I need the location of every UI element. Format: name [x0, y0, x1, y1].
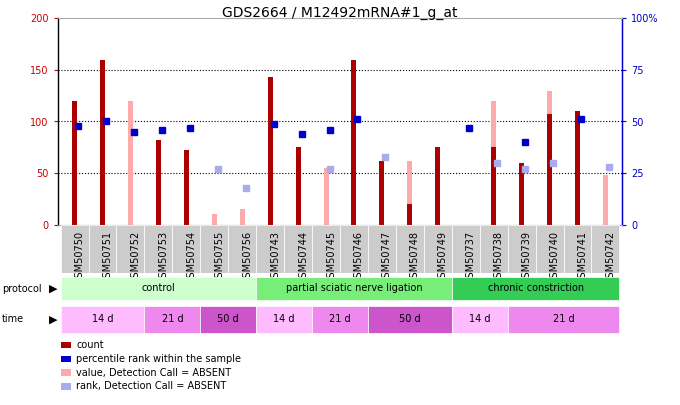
Text: GSM50754: GSM50754	[186, 230, 197, 284]
Bar	[536, 225, 564, 273]
Bar	[88, 225, 116, 273]
Text: GSM50749: GSM50749	[438, 230, 448, 284]
Text: GSM50742: GSM50742	[605, 230, 615, 284]
Bar	[564, 225, 592, 273]
Bar	[352, 60, 356, 225]
Text: 14 d: 14 d	[273, 314, 295, 324]
Text: 21 d: 21 d	[553, 314, 575, 324]
Bar	[144, 306, 201, 333]
Bar	[519, 176, 524, 225]
Bar	[575, 111, 580, 225]
Bar	[201, 225, 228, 273]
Bar	[491, 147, 496, 225]
Text: GSM50741: GSM50741	[577, 230, 588, 284]
Text: GSM50748: GSM50748	[410, 230, 420, 284]
Text: GSM50737: GSM50737	[466, 230, 476, 284]
Text: rank, Detection Call = ABSENT: rank, Detection Call = ABSENT	[76, 382, 226, 391]
Text: ▶: ▶	[49, 284, 57, 294]
Bar	[184, 177, 189, 225]
Text: 50 d: 50 d	[218, 314, 239, 324]
Text: GSM50753: GSM50753	[158, 230, 169, 284]
Bar	[312, 225, 340, 273]
Text: GSM50740: GSM50740	[549, 230, 560, 284]
Bar	[184, 150, 189, 225]
Text: time: time	[2, 314, 24, 324]
Bar	[424, 225, 452, 273]
Text: percentile rank within the sample: percentile rank within the sample	[76, 354, 241, 364]
Bar	[156, 140, 161, 225]
Bar	[296, 147, 301, 225]
Bar	[479, 225, 508, 273]
Bar	[340, 225, 368, 273]
Text: GSM50747: GSM50747	[382, 230, 392, 284]
Text: GSM50752: GSM50752	[131, 230, 141, 284]
Text: 21 d: 21 d	[162, 314, 183, 324]
Text: GSM50745: GSM50745	[326, 230, 336, 284]
Bar	[211, 215, 217, 225]
Bar	[508, 306, 619, 333]
Text: GDS2664 / M12492mRNA#1_g_at: GDS2664 / M12492mRNA#1_g_at	[222, 6, 458, 20]
Bar	[491, 101, 496, 225]
Text: GSM50743: GSM50743	[270, 230, 280, 284]
Bar	[435, 178, 441, 225]
Bar	[116, 225, 144, 273]
Text: chronic constriction: chronic constriction	[488, 283, 583, 293]
Bar	[61, 225, 88, 273]
Bar	[379, 161, 384, 225]
Bar	[228, 225, 256, 273]
Text: GSM50746: GSM50746	[354, 230, 364, 284]
Bar	[547, 114, 552, 225]
Bar	[407, 204, 412, 225]
Bar	[603, 175, 608, 225]
Bar	[256, 306, 312, 333]
Bar	[72, 101, 77, 225]
Bar	[312, 306, 368, 333]
Bar	[284, 225, 312, 273]
Text: value, Detection Call = ABSENT: value, Detection Call = ABSENT	[76, 368, 231, 377]
Text: count: count	[76, 340, 104, 350]
Text: 14 d: 14 d	[469, 314, 490, 324]
Text: partial sciatic nerve ligation: partial sciatic nerve ligation	[286, 283, 422, 293]
Bar	[452, 306, 508, 333]
Bar	[519, 163, 524, 225]
Text: 21 d: 21 d	[329, 314, 351, 324]
Text: GSM50750: GSM50750	[75, 230, 84, 284]
Text: protocol: protocol	[2, 284, 41, 294]
Bar	[452, 277, 619, 301]
Bar	[396, 225, 424, 273]
Text: 14 d: 14 d	[92, 314, 114, 324]
Bar	[508, 225, 536, 273]
Text: GSM50755: GSM50755	[214, 230, 224, 284]
Bar	[379, 161, 384, 225]
Bar	[368, 306, 452, 333]
Bar	[128, 101, 133, 225]
Bar	[324, 168, 328, 225]
Text: GSM50756: GSM50756	[242, 230, 252, 284]
Bar	[547, 90, 552, 225]
Text: GSM50744: GSM50744	[298, 230, 308, 284]
Text: GSM50739: GSM50739	[522, 230, 532, 284]
Text: 50 d: 50 d	[399, 314, 421, 324]
Bar	[172, 225, 201, 273]
Bar	[407, 161, 412, 225]
Text: ▶: ▶	[49, 314, 57, 324]
Bar	[201, 306, 256, 333]
Bar	[61, 306, 144, 333]
Text: GSM50751: GSM50751	[103, 230, 112, 284]
Bar	[144, 225, 172, 273]
Bar	[452, 225, 479, 273]
Bar	[239, 209, 245, 225]
Bar	[100, 60, 105, 225]
Bar	[435, 147, 441, 225]
Bar	[61, 277, 256, 301]
Bar	[256, 225, 284, 273]
Bar	[256, 277, 452, 301]
Bar	[268, 77, 273, 225]
Text: GSM50738: GSM50738	[494, 230, 504, 284]
Bar	[368, 225, 396, 273]
Text: control: control	[141, 283, 175, 293]
Bar	[592, 225, 619, 273]
